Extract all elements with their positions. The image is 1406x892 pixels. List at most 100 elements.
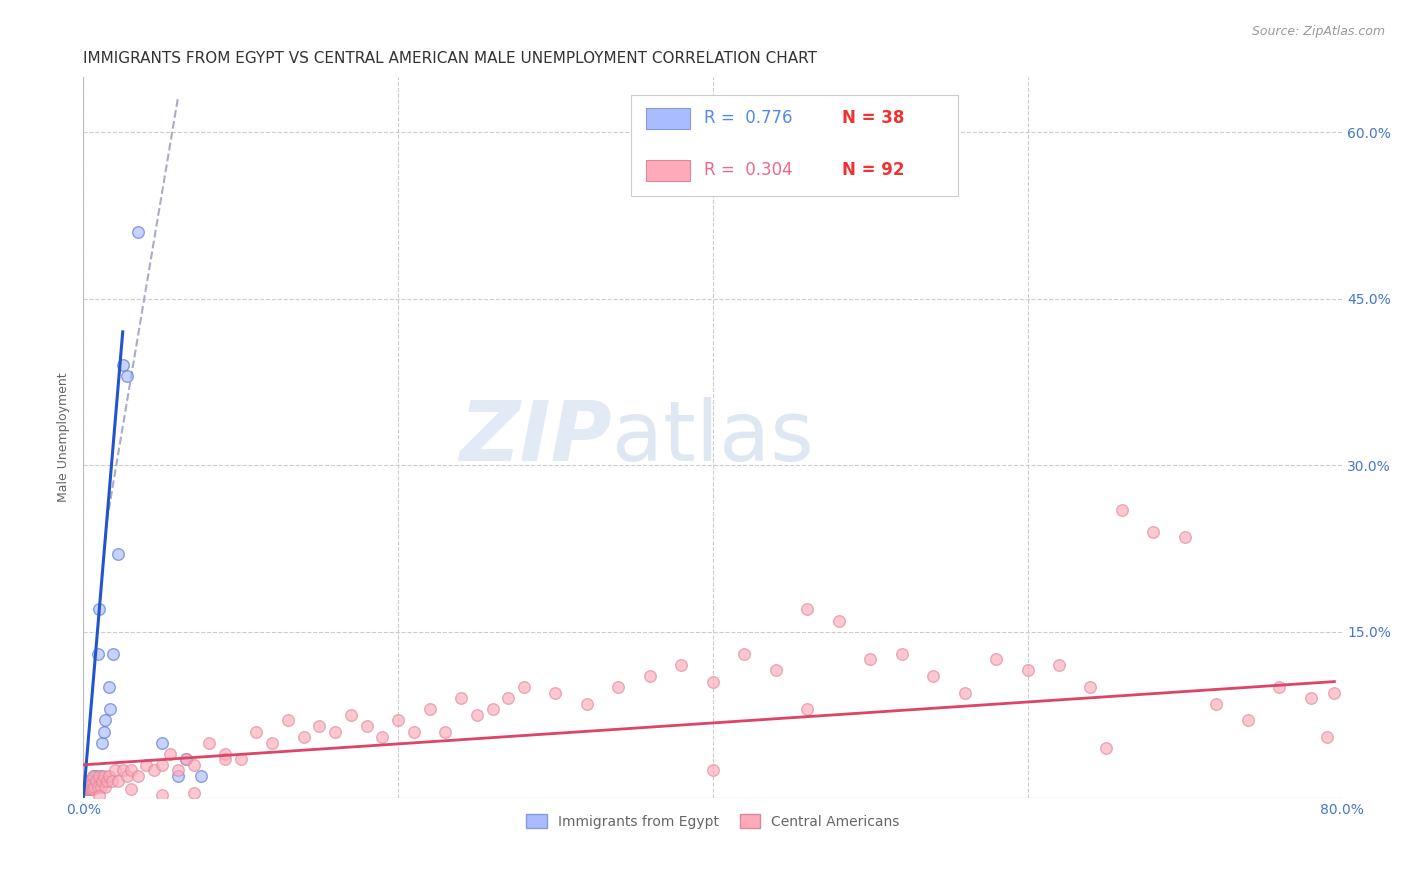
Point — [96, 774, 118, 789]
Point — [859, 652, 882, 666]
Point — [450, 691, 472, 706]
Point — [166, 764, 188, 778]
Point — [166, 769, 188, 783]
Point — [245, 724, 267, 739]
Point — [702, 764, 724, 778]
Point — [77, 782, 100, 797]
Point — [117, 769, 139, 783]
Point — [1205, 697, 1227, 711]
Point — [80, 780, 103, 794]
Point — [183, 786, 205, 800]
Text: N = 92: N = 92 — [842, 161, 905, 179]
Point — [117, 369, 139, 384]
Point — [83, 780, 105, 794]
Point — [214, 747, 236, 761]
Point — [82, 769, 104, 783]
Point — [953, 686, 976, 700]
Point — [120, 782, 142, 797]
Text: R =  0.304: R = 0.304 — [704, 161, 793, 179]
Point — [73, 774, 96, 789]
Point — [80, 782, 103, 797]
Point — [702, 674, 724, 689]
Point — [828, 614, 851, 628]
Legend: Immigrants from Egypt, Central Americans: Immigrants from Egypt, Central Americans — [520, 808, 905, 835]
Point — [84, 774, 107, 789]
Point — [190, 769, 212, 783]
Point — [76, 782, 98, 797]
Point — [77, 780, 100, 794]
Point — [98, 702, 121, 716]
Point — [1017, 664, 1039, 678]
Point — [107, 774, 129, 789]
Point — [183, 757, 205, 772]
FancyBboxPatch shape — [631, 95, 959, 195]
Point — [103, 647, 125, 661]
Point — [371, 730, 394, 744]
Point — [1142, 524, 1164, 539]
Point — [82, 774, 104, 789]
Point — [214, 752, 236, 766]
Point — [83, 769, 105, 783]
Point — [91, 736, 114, 750]
Point — [1237, 714, 1260, 728]
Point — [434, 724, 457, 739]
Point — [135, 757, 157, 772]
Point — [607, 680, 630, 694]
Point — [544, 686, 567, 700]
Y-axis label: Male Unemployment: Male Unemployment — [58, 373, 70, 502]
Point — [84, 780, 107, 794]
Point — [292, 730, 315, 744]
Point — [76, 780, 98, 794]
Point — [82, 780, 104, 794]
Point — [80, 778, 103, 792]
Point — [922, 669, 945, 683]
Point — [575, 697, 598, 711]
Point — [159, 747, 181, 761]
Point — [150, 736, 173, 750]
Point — [1080, 680, 1102, 694]
Point — [76, 778, 98, 792]
Text: N = 38: N = 38 — [842, 110, 905, 128]
Point — [87, 602, 110, 616]
Point — [796, 702, 818, 716]
Point — [87, 769, 110, 783]
Point — [79, 780, 101, 794]
Point — [465, 707, 488, 722]
Text: IMMIGRANTS FROM EGYPT VS CENTRAL AMERICAN MALE UNEMPLOYMENT CORRELATION CHART: IMMIGRANTS FROM EGYPT VS CENTRAL AMERICA… — [83, 51, 817, 66]
Point — [120, 764, 142, 778]
Text: R =  0.776: R = 0.776 — [704, 110, 793, 128]
Point — [86, 647, 108, 661]
Point — [107, 547, 129, 561]
Point — [91, 774, 114, 789]
Point — [77, 774, 100, 789]
Point — [1323, 686, 1346, 700]
Point — [1174, 530, 1197, 544]
Point — [1315, 730, 1337, 744]
Point — [79, 780, 101, 794]
Point — [104, 764, 127, 778]
Point — [93, 724, 115, 739]
Point — [84, 769, 107, 783]
Text: ZIP: ZIP — [460, 397, 612, 478]
Point — [80, 782, 103, 797]
Point — [890, 647, 912, 661]
Point — [97, 680, 120, 694]
Text: atlas: atlas — [612, 397, 814, 478]
Point — [77, 780, 100, 794]
Point — [496, 691, 519, 706]
Point — [83, 774, 105, 789]
Point — [419, 702, 441, 716]
Point — [513, 680, 536, 694]
Point — [94, 780, 117, 794]
Point — [73, 782, 96, 797]
Point — [174, 752, 197, 766]
Point — [765, 664, 787, 678]
Point — [150, 788, 173, 802]
Point — [387, 714, 409, 728]
Point — [262, 736, 284, 750]
Point — [356, 719, 378, 733]
Point — [79, 778, 101, 792]
Point — [984, 652, 1007, 666]
Point — [143, 764, 166, 778]
Point — [1268, 680, 1291, 694]
